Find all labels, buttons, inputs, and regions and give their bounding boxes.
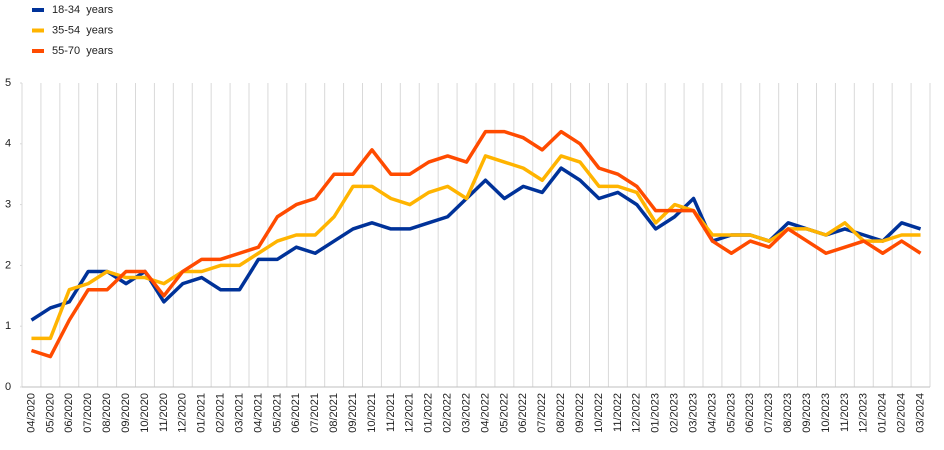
x-tick-label: 11/2021 [385,393,397,432]
x-tick-label: 12/2021 [404,393,416,433]
x-tick-label: 09/2020 [120,393,132,433]
x-tick-label: 06/2020 [63,393,75,433]
x-tick-label: 09/2022 [574,393,586,433]
x-tick-label: 12/2022 [631,393,643,433]
x-tick-label: 11/2020 [158,393,170,432]
x-tick-label: 03/2024 [914,393,926,433]
x-tick-label: 10/2023 [820,393,832,433]
x-tick-label: 05/2023 [725,393,737,433]
x-tick-label: 07/2020 [82,393,94,433]
y-tick-label: 0 [5,381,11,393]
x-tick-label: 11/2023 [839,393,851,432]
x-tick-label: 09/2023 [801,393,813,433]
legend-label: 35-54 years [52,24,114,36]
x-tick-label: 04/2023 [706,393,718,433]
x-tick-label: 01/2024 [877,393,889,433]
x-tick-label: 02/2021 [215,393,227,433]
x-tick-label: 09/2021 [347,393,359,433]
x-tick-label: 06/2023 [744,393,756,433]
legend-label: 18-34 years [52,4,114,16]
x-tick-label: 10/2022 [593,393,605,433]
x-tick-label: 05/2022 [498,393,510,433]
x-tick-label: 04/2021 [252,393,264,433]
x-tick-label: 07/2023 [763,393,775,433]
x-tick-label: 02/2023 [669,393,681,433]
x-tick-label: 07/2021 [309,393,321,433]
x-tick-label: 08/2021 [328,393,340,433]
x-tick-label: 03/2022 [460,393,472,433]
x-tick-label: 05/2021 [271,393,283,433]
x-tick-label: 02/2022 [442,393,454,433]
legend-label: 55-70 years [52,45,114,57]
x-tick-label: 01/2021 [196,393,208,433]
x-tick-label: 11/2022 [612,393,624,432]
x-tick-label: 01/2023 [650,393,662,433]
x-tick-label: 06/2022 [517,393,529,433]
x-tick-label: 06/2021 [290,393,302,433]
x-tick-label: 01/2022 [423,393,435,433]
x-tick-label: 04/2022 [479,393,491,433]
x-tick-label: 12/2020 [177,393,189,433]
x-tick-label: 10/2020 [139,393,151,433]
x-tick-label: 04/2020 [25,393,37,433]
x-tick-label: 12/2023 [858,393,870,433]
x-tick-label: 05/2020 [44,393,56,433]
x-tick-label: 07/2022 [536,393,548,433]
x-tick-label: 08/2022 [555,393,567,433]
y-tick-label: 1 [5,320,11,332]
x-tick-label: 08/2023 [782,393,794,433]
y-tick-label: 2 [5,259,11,271]
x-tick-label: 10/2021 [366,393,378,433]
y-tick-label: 5 [5,77,11,89]
x-tick-label: 03/2023 [687,393,699,433]
y-tick-label: 3 [5,199,11,211]
y-tick-label: 4 [5,138,11,150]
series-line [30,129,922,359]
x-tick-label: 02/2024 [896,393,908,433]
x-tick-label: 08/2020 [101,393,113,433]
x-tick-label: 03/2021 [233,393,245,433]
